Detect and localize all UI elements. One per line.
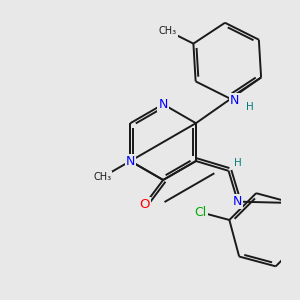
Text: N: N (230, 94, 239, 107)
Text: O: O (139, 198, 150, 211)
Text: N: N (233, 195, 242, 208)
Text: CH₃: CH₃ (93, 172, 112, 182)
Text: N: N (158, 98, 168, 111)
Text: CH₃: CH₃ (159, 26, 177, 36)
Text: H: H (234, 158, 242, 168)
Text: Cl: Cl (195, 206, 207, 219)
Text: N: N (126, 154, 135, 167)
Text: H: H (246, 102, 254, 112)
